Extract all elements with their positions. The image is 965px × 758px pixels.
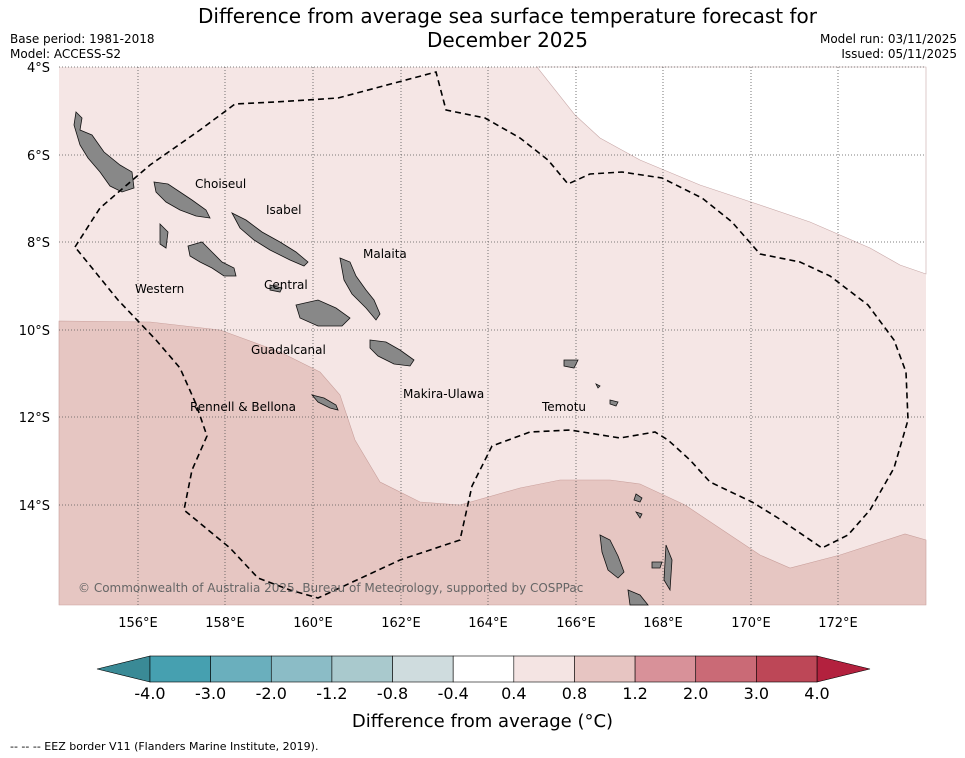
label-temotu: Temotu <box>541 400 586 414</box>
lat-label: 4°S <box>27 61 50 76</box>
colorbar-tick-label: -3.0 <box>195 684 227 703</box>
island-choiseul <box>153 181 211 219</box>
island-vella <box>159 223 169 249</box>
lat-label: 10°S <box>19 324 50 339</box>
label-guadalcanal: Guadalcanal <box>251 343 326 357</box>
island-small-1 <box>609 399 619 407</box>
model-name: Model: ACCESS-S2 <box>10 47 122 61</box>
run-info: Model run: 03/11/2025 Issued: 05/11/2025 <box>820 32 957 62</box>
lon-label: 158°E <box>205 616 245 631</box>
colorbar-segment <box>574 655 636 683</box>
lat-label: 12°S <box>19 411 50 426</box>
island-rennell <box>310 394 339 411</box>
colorbar-label: Difference from average (°C) <box>351 711 614 732</box>
lon-label: 164°E <box>468 616 508 631</box>
colorbar-tick-label: -2.0 <box>255 684 287 703</box>
island-vanuatu-south <box>627 589 649 606</box>
copyright-notice: © Commonwealth of Australia 2025, Bureau… <box>78 581 583 595</box>
colorbar-segments <box>149 655 818 683</box>
island-pentecost <box>663 544 673 592</box>
colorbar-segment <box>695 655 757 683</box>
colorbar-segment <box>756 655 818 683</box>
colorbar-tick-label: 2.0 <box>682 684 709 703</box>
lon-label: 166°E <box>556 616 596 631</box>
label-rennell-bellona: Rennell & Bellona <box>190 400 296 414</box>
label-isabel: Isabel <box>266 203 301 217</box>
chart-title: Difference from average sea surface temp… <box>150 4 865 52</box>
latitude-labels: 4°S 6°S 8°S 10°S 12°S 14°S <box>19 61 50 514</box>
lon-label: 156°E <box>118 616 158 631</box>
lon-label: 170°E <box>731 616 771 631</box>
eez-border-note: -- -- -- EEZ border V11 (Flanders Marine… <box>10 740 319 753</box>
label-makira-ulawa: Makira-Ulawa <box>403 387 484 401</box>
anomaly-region-neutral <box>536 66 927 275</box>
colorbar-segment <box>392 655 454 683</box>
label-western: Western <box>135 282 184 296</box>
colorbar-tick-label: 0.4 <box>501 684 527 703</box>
island-central <box>269 284 283 293</box>
lat-label: 14°S <box>19 499 50 514</box>
colorbar-tick-label: -0.8 <box>376 684 409 703</box>
colorbar-segment <box>270 655 333 683</box>
longitude-labels: 156°E 158°E 160°E 162°E 164°E 166°E 168°… <box>118 616 858 631</box>
colorbar-segment <box>331 655 393 683</box>
colorbar <box>96 655 871 683</box>
issued-date: Issued: 05/11/2025 <box>841 47 957 61</box>
island-choiseul-west <box>73 111 135 193</box>
gridlines <box>59 66 926 605</box>
island-small-3 <box>635 511 643 519</box>
colorbar-tick-label: -1.2 <box>316 684 348 703</box>
island-new-georgia <box>187 241 237 277</box>
model-info: Base period: 1981-2018 Model: ACCESS-S2 <box>10 32 155 62</box>
island-nendo <box>563 359 579 369</box>
label-malaita: Malaita <box>363 247 407 261</box>
island-vanuatu-north <box>599 534 625 579</box>
colorbar-tick-label: 0.8 <box>561 684 588 703</box>
eez-border <box>74 71 909 599</box>
lon-label: 160°E <box>293 616 333 631</box>
lat-label: 8°S <box>27 236 50 251</box>
island-small-2 <box>595 383 601 389</box>
colorbar-segment <box>513 655 575 683</box>
province-labels: Choiseul Isabel Malaita Western Central … <box>135 177 586 414</box>
island-maewo <box>651 561 663 569</box>
land-masses <box>73 111 673 606</box>
colorbar-tick-label: -0.4 <box>437 684 469 703</box>
island-torres <box>633 493 643 503</box>
anomaly-region-0.8-1.2 <box>58 320 927 606</box>
island-malaita <box>339 257 381 321</box>
colorbar-segment <box>634 655 697 683</box>
lon-label: 162°E <box>381 616 421 631</box>
colorbar-over-arrow <box>816 655 871 683</box>
colorbar-tick-label: 1.2 <box>622 684 648 703</box>
lon-label: 168°E <box>643 616 683 631</box>
map-area <box>58 66 927 606</box>
island-isabel <box>231 212 309 267</box>
label-choiseul: Choiseul <box>195 177 246 191</box>
colorbar-tick-label: -4.0 <box>134 684 166 703</box>
model-run: Model run: 03/11/2025 <box>819 32 957 46</box>
lat-label: 6°S <box>27 149 50 164</box>
colorbar-segment <box>149 655 211 683</box>
colorbar-under-arrow <box>96 655 151 683</box>
colorbar-tick-label: 3.0 <box>743 684 770 703</box>
island-makira <box>369 339 415 367</box>
island-guadalcanal <box>295 299 351 327</box>
label-central: Central <box>264 278 308 292</box>
colorbar-segment <box>210 655 272 683</box>
colorbar-segment <box>452 655 515 683</box>
title-line-2: December 2025 <box>427 28 588 52</box>
title-line-1: Difference from average sea surface temp… <box>197 4 817 28</box>
base-period: Base period: 1981-2018 <box>10 32 155 46</box>
lon-label: 172°E <box>818 616 858 631</box>
colorbar-tick-label: 4.0 <box>804 684 830 703</box>
